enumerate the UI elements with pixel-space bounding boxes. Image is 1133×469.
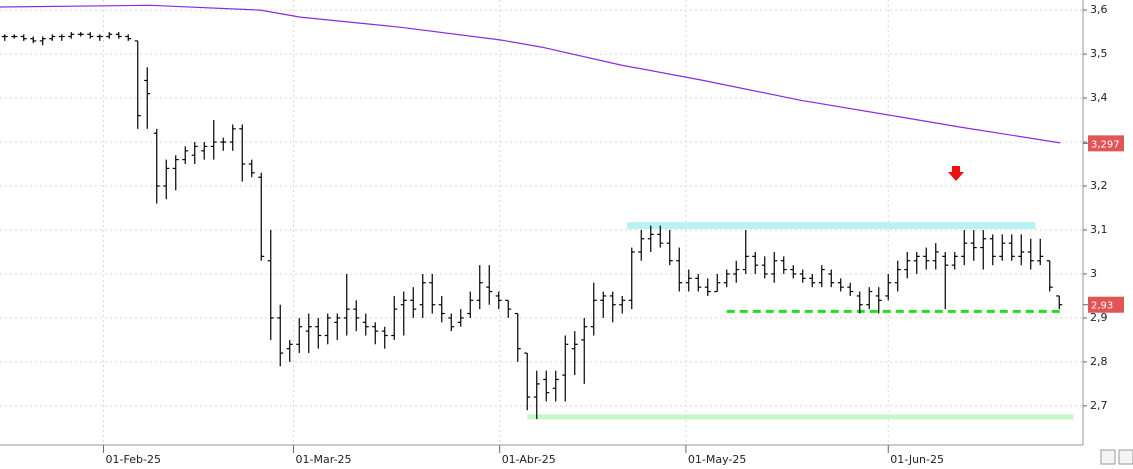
x-tick-label: 01-May-25 [688, 453, 746, 466]
x-tick-label: 01-Abr-25 [502, 453, 556, 466]
scroll-button[interactable] [1100, 449, 1116, 465]
plot-area [0, 0, 1083, 445]
y-tick-label: 3,4 [1090, 91, 1108, 104]
y-tick-label: 3 [1090, 267, 1097, 280]
y-tick-label: 3,5 [1090, 47, 1108, 60]
y-tick-label: 3,6 [1090, 3, 1108, 16]
price-label-box [1088, 135, 1124, 152]
y-tick-label: 3,1 [1090, 223, 1108, 236]
x-tick-label: 01-Mar-25 [296, 453, 352, 466]
y-tick-label: 2,9 [1090, 311, 1108, 324]
down-arrow [948, 166, 964, 181]
y-tick-label: 2,7 [1090, 399, 1108, 412]
moving-average [0, 4, 1061, 144]
price-label: 2,93 [1091, 301, 1113, 312]
y-tick-label: 3,2 [1090, 179, 1108, 192]
zoom-button[interactable] [1118, 449, 1133, 465]
price-label-box [1088, 296, 1124, 313]
y-tick-label: 2,8 [1090, 355, 1108, 368]
x-tick-label: 01-Feb-25 [106, 453, 161, 466]
price-label: 3,297 [1091, 139, 1120, 150]
x-tick-label: 01-Jun-25 [890, 453, 944, 466]
